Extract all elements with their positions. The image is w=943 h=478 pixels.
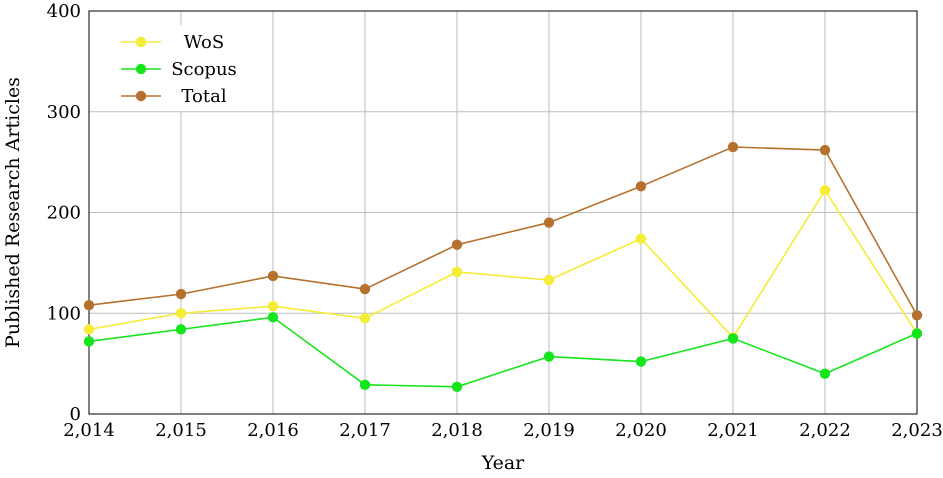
x-tick-label: 2,018: [431, 420, 483, 441]
data-point-total: [635, 181, 647, 192]
data-point-scopus: [359, 379, 371, 390]
y-tick-label: 200: [47, 203, 81, 224]
y-tick-label: 0: [70, 404, 81, 425]
data-point-scopus: [819, 368, 831, 379]
legend-marker-scopus: [135, 63, 147, 75]
legend: WoS Scopus Total: [104, 25, 237, 111]
series-line-total: [88, 146, 918, 316]
x-tick-label: 2,014: [63, 420, 115, 441]
series-line-wos: [88, 188, 918, 339]
data-point-scopus: [267, 312, 279, 323]
y-tick-label: 100: [47, 303, 81, 324]
data-point-total: [911, 310, 923, 321]
y-tick-label: 300: [47, 102, 81, 123]
legend-item-wos: WoS: [121, 32, 224, 53]
y-tick-label: 400: [47, 1, 81, 22]
series-layer: [83, 141, 923, 392]
x-tick-label: 2,020: [615, 420, 667, 441]
x-tick-label: 2,019: [523, 420, 575, 441]
data-point-total: [819, 144, 831, 156]
legend-item-scopus: Scopus: [121, 59, 237, 80]
data-point-wos: [359, 313, 371, 324]
y-axis-title: Published Research Articles: [2, 77, 24, 348]
data-point-total: [175, 288, 187, 300]
data-point-wos: [819, 185, 831, 196]
data-point-total: [727, 141, 739, 153]
legend-label-wos: WoS: [184, 32, 224, 53]
x-tick-label: 2,023: [891, 420, 943, 441]
series-scopus: [83, 312, 923, 392]
data-point-total: [83, 299, 95, 311]
data-point-scopus: [911, 328, 923, 339]
data-point-wos: [267, 300, 279, 312]
legend-item-total: Total: [121, 86, 227, 107]
data-point-total: [359, 283, 371, 295]
series-total: [83, 141, 923, 321]
data-point-scopus: [451, 381, 463, 392]
legend-marker-wos: [135, 36, 147, 48]
data-point-wos: [451, 266, 463, 278]
x-tick-label: 2,022: [799, 420, 851, 441]
x-tick-label: 2,017: [339, 420, 391, 441]
series-line-scopus: [88, 316, 918, 388]
legend-label-total: Total: [181, 86, 226, 107]
data-point-wos: [83, 324, 95, 335]
x-tick-label: 2,015: [155, 420, 207, 441]
x-tick-label: 2,016: [247, 420, 299, 441]
series-wos: [83, 185, 923, 343]
x-tick-label: 2,021: [707, 420, 759, 441]
legend-marker-total: [135, 90, 147, 102]
legend-label-scopus: Scopus: [171, 59, 237, 80]
data-point-scopus: [83, 336, 95, 347]
data-point-total: [543, 217, 555, 228]
x-axis-title: Year: [481, 452, 525, 474]
data-point-wos: [175, 308, 187, 319]
data-point-total: [451, 239, 463, 250]
data-point-scopus: [543, 351, 555, 362]
y-tick-labels: 0 100 200 300 400: [47, 1, 81, 425]
data-point-wos: [635, 233, 647, 244]
plot-frame: [88, 10, 918, 415]
data-point-scopus: [175, 324, 187, 335]
data-point-scopus: [635, 356, 647, 367]
data-point-total: [267, 270, 279, 282]
data-point-wos: [543, 274, 555, 286]
x-tick-labels: 2,014 2,015 2,016 2,017 2,018 2,019 2,020 2,021…: [63, 420, 943, 441]
data-point-scopus: [727, 333, 739, 344]
